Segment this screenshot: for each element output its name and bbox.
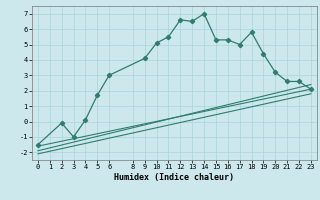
X-axis label: Humidex (Indice chaleur): Humidex (Indice chaleur): [115, 173, 234, 182]
